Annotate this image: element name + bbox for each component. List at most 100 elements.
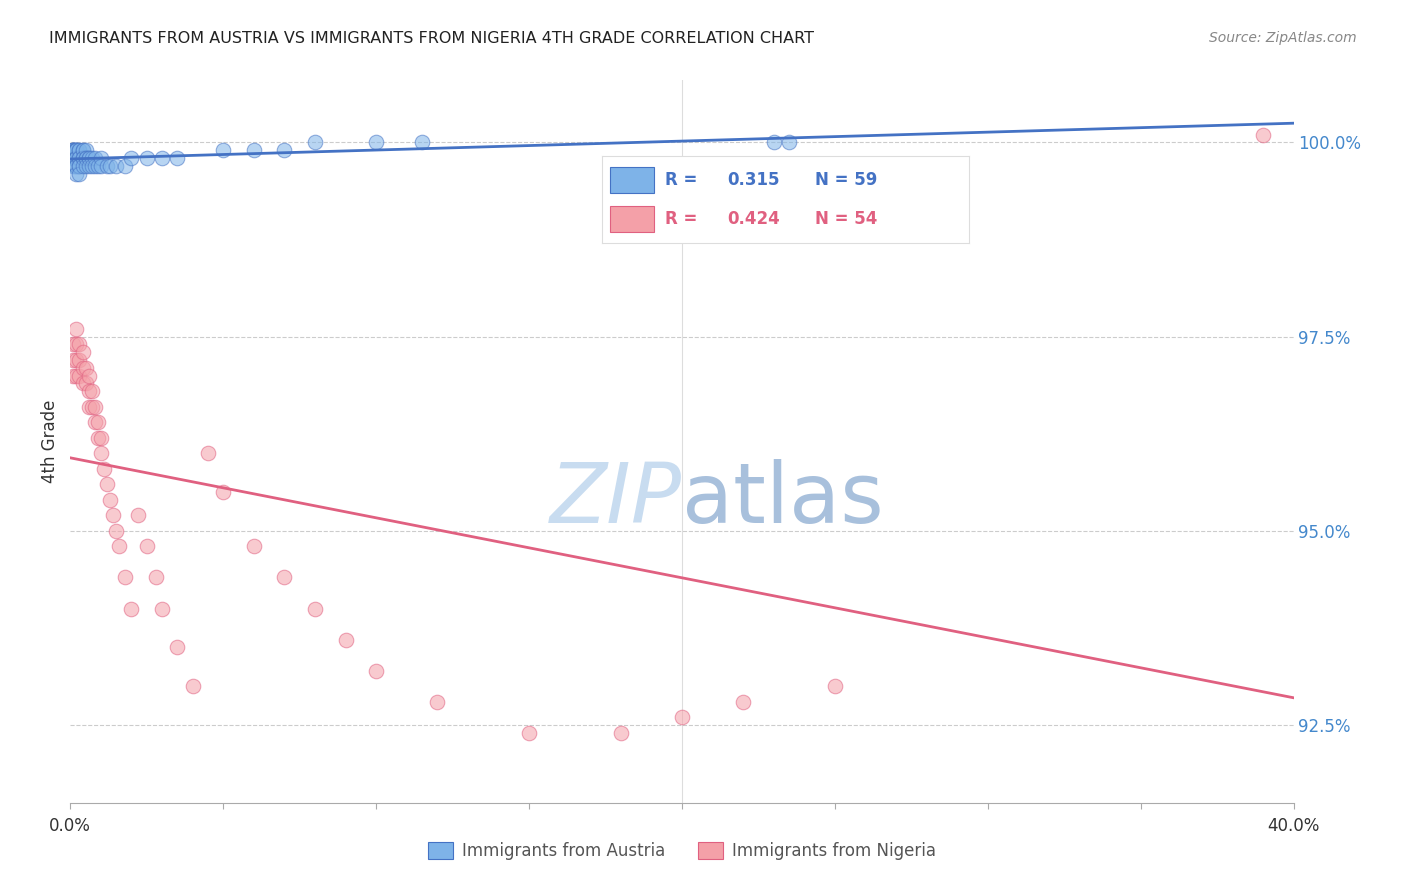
Point	[93, 461, 115, 475]
Point	[72, 345, 94, 359]
Point	[166, 640, 188, 655]
Legend: Immigrants from Austria, Immigrants from Nigeria: Immigrants from Austria, Immigrants from…	[422, 835, 942, 867]
Point	[62, 353, 84, 368]
Text: IMMIGRANTS FROM AUSTRIA VS IMMIGRANTS FROM NIGERIA 4TH GRADE CORRELATION CHART: IMMIGRANTS FROM AUSTRIA VS IMMIGRANTS FR…	[49, 31, 814, 46]
Point	[90, 431, 112, 445]
Point	[733, 695, 755, 709]
Point	[72, 151, 94, 165]
Text: ZIP: ZIP	[550, 458, 682, 540]
Point	[69, 353, 91, 368]
Point	[69, 159, 91, 173]
Point	[65, 143, 87, 157]
Point	[96, 477, 118, 491]
Point	[75, 159, 97, 173]
Point	[69, 151, 91, 165]
Point	[72, 151, 94, 165]
Point	[62, 151, 84, 165]
Point	[366, 136, 388, 150]
Point	[114, 570, 136, 584]
Point	[366, 664, 388, 678]
Text: Source: ZipAtlas.com: Source: ZipAtlas.com	[1209, 31, 1357, 45]
Point	[105, 524, 128, 538]
Point	[98, 492, 121, 507]
Point	[69, 143, 91, 157]
Point	[87, 415, 110, 429]
Point	[65, 167, 87, 181]
Point	[65, 143, 87, 157]
Point	[127, 508, 149, 523]
Point	[114, 159, 136, 173]
Point	[108, 540, 131, 554]
Point	[150, 601, 173, 615]
Point	[72, 143, 94, 157]
Point	[105, 159, 128, 173]
Point	[77, 368, 100, 383]
Point	[62, 143, 84, 157]
Point	[80, 159, 103, 173]
Point	[72, 159, 94, 173]
Point	[304, 136, 326, 150]
Point	[62, 159, 84, 173]
Point	[72, 143, 94, 157]
Point	[75, 376, 97, 391]
Point	[77, 151, 100, 165]
Point	[824, 679, 846, 693]
Point	[83, 400, 105, 414]
Point	[121, 151, 143, 165]
Point	[411, 136, 433, 150]
Point	[83, 415, 105, 429]
Point	[65, 353, 87, 368]
Point	[62, 143, 84, 157]
Point	[273, 570, 295, 584]
Point	[517, 726, 540, 740]
Point	[65, 143, 87, 157]
Point	[212, 143, 235, 157]
Point	[69, 143, 91, 157]
Point	[65, 368, 87, 383]
Point	[75, 360, 97, 375]
Point	[69, 167, 91, 181]
Point	[610, 726, 633, 740]
Point	[77, 384, 100, 398]
Point	[75, 151, 97, 165]
Point	[62, 143, 84, 157]
Point	[243, 540, 266, 554]
Point	[96, 159, 118, 173]
Point	[101, 508, 124, 523]
Point	[65, 151, 87, 165]
Point	[87, 159, 110, 173]
Point	[77, 159, 100, 173]
Point	[273, 143, 295, 157]
Point	[69, 337, 91, 351]
Point	[77, 151, 100, 165]
Point	[212, 485, 235, 500]
Point	[83, 159, 105, 173]
Point	[335, 632, 357, 647]
Point	[98, 159, 121, 173]
Point	[65, 143, 87, 157]
Point	[121, 601, 143, 615]
Point	[304, 601, 326, 615]
Point	[65, 151, 87, 165]
Point	[80, 400, 103, 414]
Point	[145, 570, 167, 584]
Point	[90, 151, 112, 165]
Y-axis label: 4th Grade: 4th Grade	[41, 400, 59, 483]
Point	[1251, 128, 1274, 142]
Point	[62, 151, 84, 165]
Point	[80, 151, 103, 165]
Point	[75, 151, 97, 165]
Point	[69, 151, 91, 165]
Point	[426, 695, 449, 709]
Point	[65, 159, 87, 173]
Point	[62, 143, 84, 157]
Point	[166, 151, 188, 165]
Point	[80, 384, 103, 398]
Point	[135, 540, 157, 554]
Point	[62, 368, 84, 383]
Point	[90, 446, 112, 460]
Point	[72, 360, 94, 375]
Point	[77, 400, 100, 414]
Point	[69, 159, 91, 173]
Point	[778, 136, 800, 150]
